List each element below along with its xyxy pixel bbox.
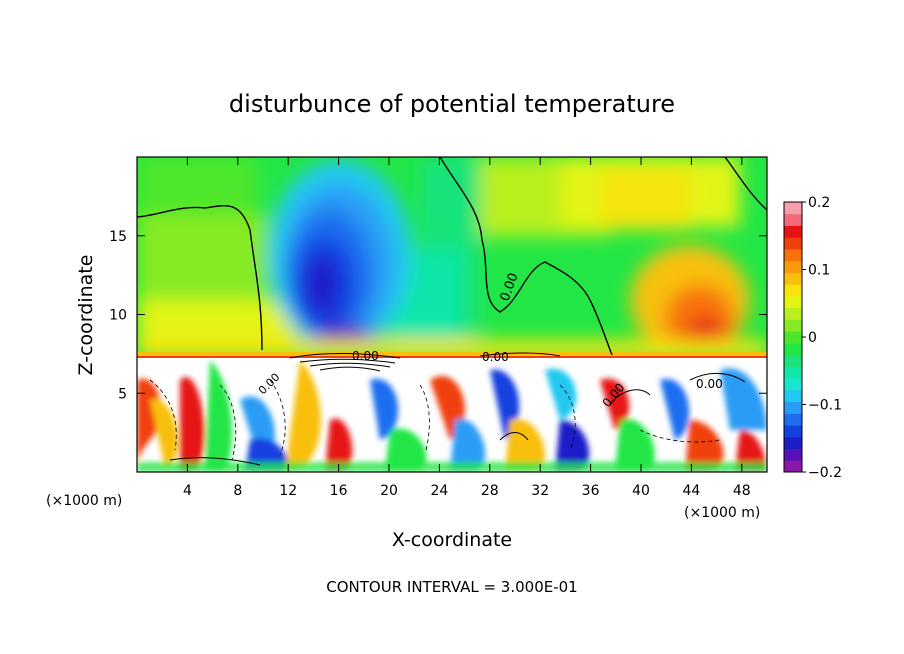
y-tick-label: 5 [118,386,127,402]
contour-label: 0.00 [482,350,509,364]
colorbar-swatch [784,331,802,344]
y-axis: 5 10 15 [109,229,767,402]
x-unit-right: (×1000 m) [684,505,760,521]
colorbar-label: −0.1 [808,398,842,414]
x-tick-label: 28 [481,483,499,499]
colorbar-swatch [784,389,802,403]
colorbar-swatch [784,448,802,461]
colorbar-swatch [784,307,802,320]
colorbar-swatch [784,436,802,450]
contour-label: 0.00 [352,349,379,363]
colorbar-label: 0.2 [808,195,830,211]
x-tick-label: 32 [531,483,549,499]
colorbar-swatch [784,342,802,356]
colorbar-swatch [784,202,802,215]
heatmap-field: 0.00 0.00 0.00 0.00 0.00 0.00 [137,157,767,472]
chart-title: disturbunce of potential temperature [229,90,675,118]
colorbar-swatch [784,225,802,238]
colorbar-swatch [784,319,802,332]
colorbar-swatch [784,413,802,426]
colorbar-swatch [784,213,802,226]
x-tick-label: 4 [183,483,192,499]
colorbar [783,201,803,473]
colorbar-swatch [784,401,802,414]
colorbar-swatch [784,260,802,273]
colorbar-swatch [784,272,802,285]
colorbar-swatch [784,460,802,473]
x-unit-left: (×1000 m) [46,493,122,509]
colorbar-label: −0.2 [808,465,842,481]
x-tick-label: 36 [582,483,600,499]
x-tick-label: 24 [430,483,448,499]
x-tick-label: 40 [632,483,650,499]
x-axis: 4 8 12 16 20 24 28 32 36 40 44 48 [183,157,751,499]
contour-interval-note: CONTOUR INTERVAL = 3.000E-01 [326,578,577,596]
colorbar-labels: 0.2 0.1 0 −0.1 −0.2 [802,195,842,481]
colorbar-swatch [784,284,802,297]
colorbar-label: 0.1 [808,263,830,279]
x-tick-label: 16 [330,483,348,499]
x-axis-title: X-coordinate [392,529,512,551]
x-tick-label: 12 [279,483,297,499]
y-axis-title: Z-coordinate [75,255,97,376]
colorbar-swatch [784,425,802,438]
contour-label: 0.00 [696,377,723,391]
x-tick-label: 48 [733,483,751,499]
colorbar-swatch [784,366,802,379]
colorbar-swatch [784,237,802,250]
colorbar-swatch [784,295,802,309]
x-tick-label: 20 [380,483,398,499]
colorbar-label: 0 [808,330,817,346]
y-tick-label: 10 [109,308,127,324]
colorbar-swatch [784,354,802,367]
x-tick-label: 8 [233,483,242,499]
y-tick-label: 15 [109,229,127,245]
colorbar-swatch [784,378,802,391]
x-tick-label: 44 [682,483,700,499]
colorbar-swatch [784,248,802,262]
